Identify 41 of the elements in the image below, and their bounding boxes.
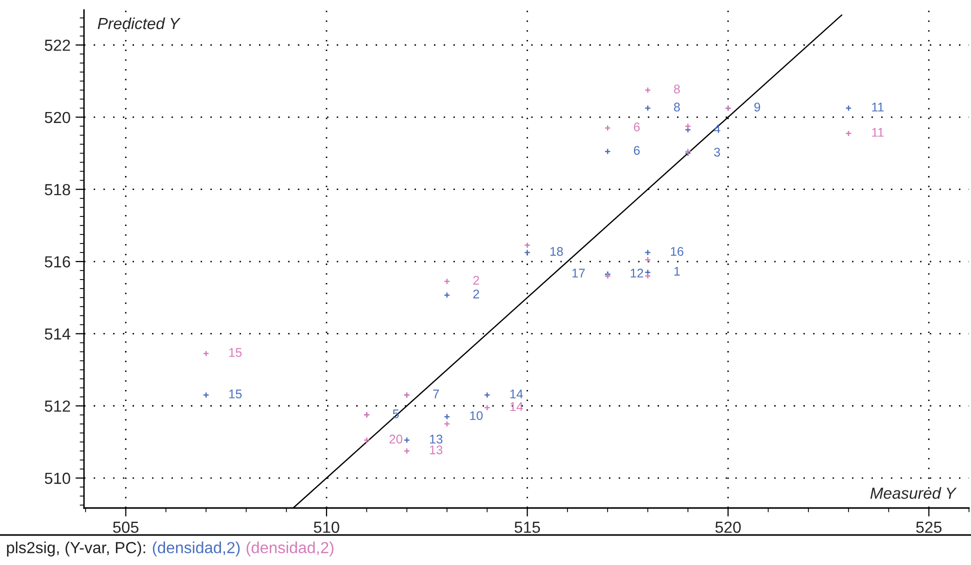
annotation: 15 <box>229 390 242 398</box>
annotation: 2 <box>473 276 480 285</box>
annotation: 13 <box>430 445 442 454</box>
annotation: 14 <box>510 390 523 398</box>
annotation: 6 <box>634 146 640 155</box>
y-tick-label: 516 <box>44 256 70 268</box>
x-tick-label: 505 <box>113 522 138 533</box>
y-tick-label: 522 <box>44 40 70 51</box>
x-tick-label: 510 <box>314 522 340 533</box>
x-tick-label: 525 <box>916 522 942 533</box>
annotation: 11 <box>872 102 884 112</box>
annotation: 1 <box>674 266 680 276</box>
annotation: 10 <box>470 411 483 420</box>
annotation: 3 <box>714 148 720 157</box>
annotation: 17 <box>572 268 585 278</box>
y-tick-label: 512 <box>44 400 70 412</box>
annotation: 12 <box>630 268 644 278</box>
annotation: 18 <box>550 247 563 256</box>
y-tick-label: 514 <box>44 328 70 340</box>
annotation: 7 <box>433 390 439 398</box>
y-axis-title: Predicted Y <box>98 17 181 30</box>
annotation: 14 <box>510 402 523 411</box>
annotation: 13 <box>430 434 442 444</box>
annotation: 2 <box>473 290 480 298</box>
x-axis-title: Measured Y <box>870 487 957 499</box>
annotation: 6 <box>634 122 640 132</box>
y-tick-label: 510 <box>44 472 70 484</box>
y-tick-label: 518 <box>44 184 70 196</box>
x-tick-label: 515 <box>514 522 540 533</box>
annotation: 15 <box>229 348 242 357</box>
y-tick-label: 520 <box>44 112 70 124</box>
annotation: 16 <box>670 247 684 256</box>
text: pls2sig, (Y-var, PC): <box>7 542 146 556</box>
annotation: 8 <box>674 102 680 112</box>
text: (densidad,2) <box>246 542 334 556</box>
annotation: 8 <box>674 84 680 94</box>
annotation: 9 <box>754 102 760 112</box>
x-tick-label: 520 <box>715 522 741 533</box>
annotation: 11 <box>872 128 884 137</box>
annotation: 20 <box>390 434 402 444</box>
text: (densidad,2) <box>152 542 240 556</box>
